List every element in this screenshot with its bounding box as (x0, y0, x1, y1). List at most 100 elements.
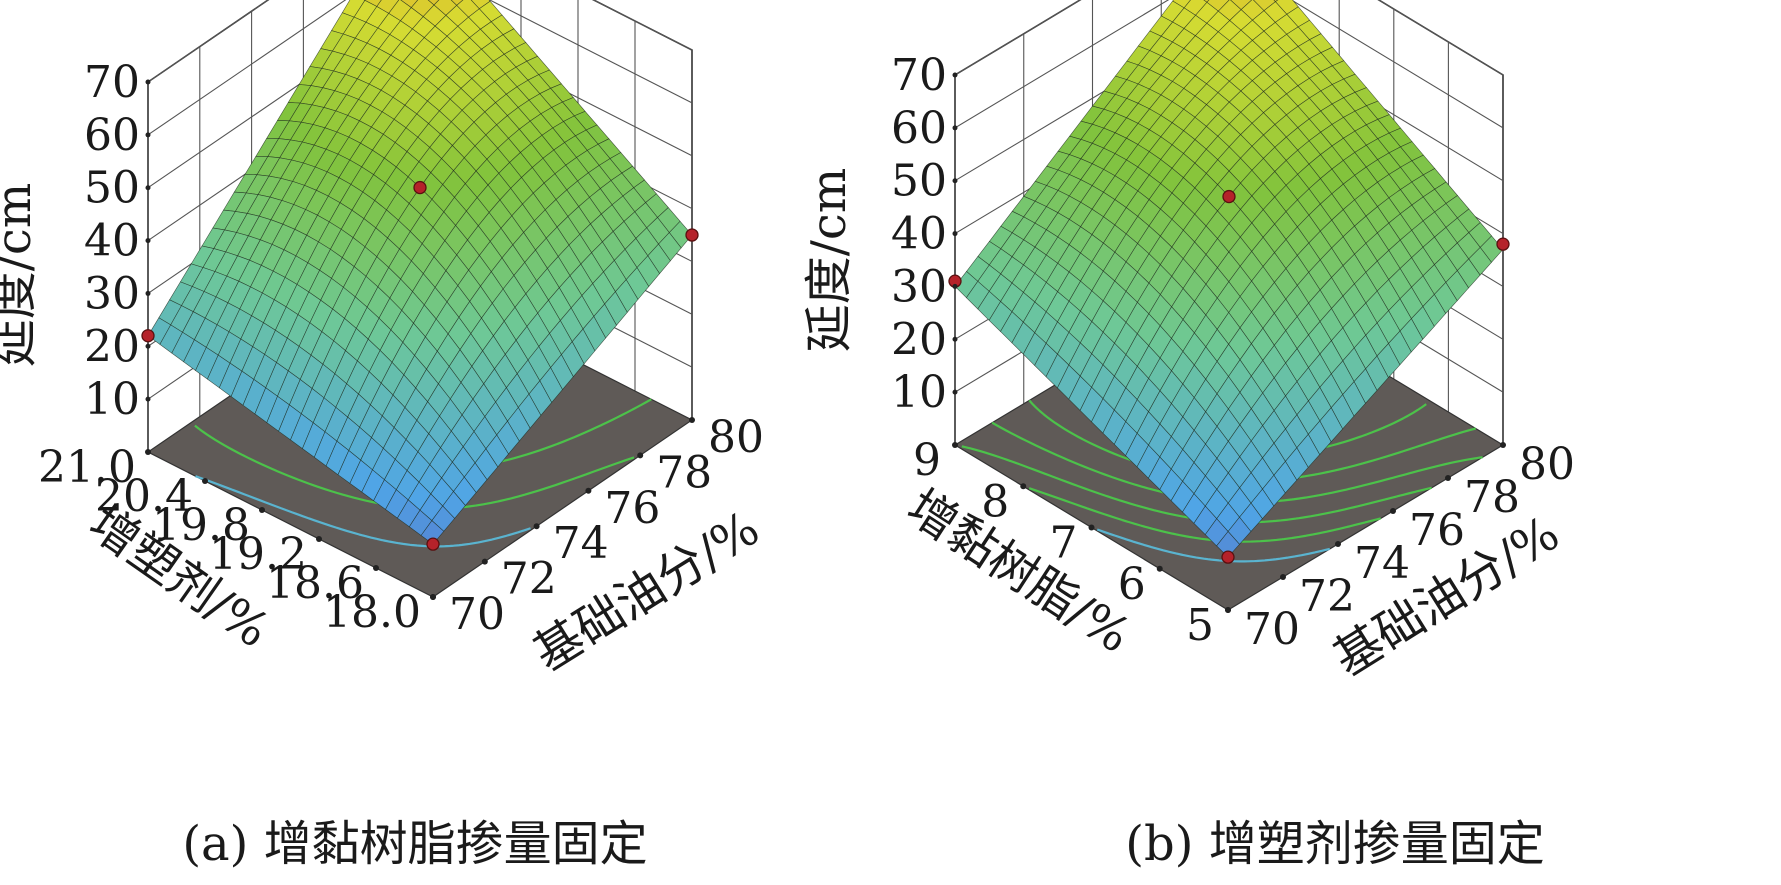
z-tick-label: 20 (891, 314, 947, 365)
x-tick-mark (316, 536, 322, 542)
x-tick-label: 18.6 (266, 558, 364, 609)
z-grid-line (147, 0, 693, 136)
x-tick-mark (145, 449, 151, 455)
z-axis-title: 延度/cm (0, 183, 42, 368)
z-grid-line (954, 0, 1504, 76)
x-tick-mark (1020, 483, 1027, 490)
z-tick-label: 40 (891, 209, 947, 260)
design-point (413, 180, 427, 195)
y-tick-mark (1335, 541, 1341, 547)
z-grid-line (954, 0, 1504, 129)
y-tick-label: 80 (1519, 439, 1575, 490)
z-tick-mark (145, 290, 151, 296)
z-tick-label: 70 (84, 57, 140, 108)
wall-frame (954, 0, 1504, 445)
surface-cell (420, 520, 445, 545)
x-tick-label: 8 (981, 476, 1009, 527)
x-tick-mark (202, 478, 208, 484)
x-tick-mark (1156, 565, 1163, 572)
y-tick-mark (481, 558, 488, 565)
z-tick-mark (145, 238, 151, 244)
y-tick-mark (585, 487, 592, 494)
design-point (1222, 189, 1236, 204)
z-tick-mark (952, 125, 958, 131)
surface-cell (450, 0, 464, 6)
z-tick-label: 70 (891, 50, 947, 101)
surface-cell (427, 0, 440, 6)
z-tick-mark (952, 389, 958, 395)
z-tick-label: 50 (891, 156, 947, 207)
y-tick-label: 74 (553, 518, 609, 569)
x-tick-label: 5 (1186, 600, 1214, 651)
response-surface (147, 0, 693, 545)
x-tick-mark (1088, 524, 1095, 531)
y-tick-mark (1225, 607, 1231, 613)
design-point (1496, 237, 1510, 251)
x-tick-label: 18.0 (323, 587, 421, 638)
y-tick-mark (637, 452, 644, 459)
y-tick-mark (1280, 574, 1286, 580)
wall-frame (147, 0, 693, 452)
design-point (1221, 550, 1235, 564)
x-tick-label: 20.4 (95, 471, 193, 522)
contour-line (195, 475, 531, 548)
design-point (426, 537, 440, 551)
y-tick-mark (1500, 442, 1506, 448)
caption-b: (b) 增塑剂掺量固定 (1125, 816, 1544, 872)
z-tick-label: 10 (891, 367, 947, 418)
y-tick-label: 70 (449, 589, 505, 640)
x-tick-label: 6 (1118, 559, 1146, 610)
x-tick-label: 19.8 (152, 500, 250, 551)
z-tick-label: 50 (84, 163, 140, 214)
surface-cell (1216, 531, 1240, 558)
z-grid-line (147, 0, 693, 83)
design-point (685, 228, 699, 242)
y-tick-label: 76 (604, 483, 660, 534)
x-tick-label: 19.2 (209, 529, 307, 580)
y-tick-label: 78 (1464, 472, 1520, 523)
z-tick-mark (952, 336, 958, 342)
y-tick-mark (533, 523, 540, 530)
z-tick-label: 30 (891, 261, 947, 312)
z-tick-label: 60 (891, 103, 947, 154)
y-tick-label: 70 (1244, 604, 1300, 655)
y-tick-label: 72 (501, 554, 557, 605)
z-tick-label: 10 (84, 374, 140, 425)
y-tick-label: 72 (1299, 571, 1355, 622)
z-tick-mark (145, 396, 151, 402)
z-tick-label: 40 (84, 216, 140, 267)
x-tick-mark (259, 507, 265, 513)
surface-cell (1203, 0, 1210, 3)
z-tick-mark (952, 178, 958, 184)
y-tick-label: 76 (1409, 505, 1465, 556)
z-tick-mark (952, 231, 958, 237)
response-surface (954, 0, 1504, 558)
y-tick-mark (1390, 508, 1396, 514)
y-tick-mark (689, 417, 695, 423)
z-tick-mark (952, 72, 958, 78)
z-tick-label: 20 (84, 321, 140, 372)
y-tick-label: 74 (1354, 538, 1410, 589)
y-tick-mark (430, 594, 436, 600)
z-tick-label: 30 (84, 268, 140, 319)
y-tick-mark (1445, 475, 1451, 481)
x-tick-label: 7 (1050, 518, 1078, 569)
z-tick-mark (145, 79, 151, 85)
x-tick-label: 9 (913, 435, 941, 486)
x-tick-mark (952, 442, 958, 448)
y-tick-label: 80 (708, 412, 764, 463)
z-tick-mark (952, 283, 958, 289)
x-tick-mark (373, 565, 379, 571)
design-point (141, 329, 155, 343)
z-tick-mark (145, 343, 151, 349)
z-tick-mark (145, 185, 151, 191)
z-tick-mark (145, 132, 151, 138)
z-tick-label: 60 (84, 110, 140, 161)
x-tick-label: 21.0 (38, 442, 136, 493)
y-tick-label: 78 (656, 447, 712, 498)
z-axis-title: 延度/cm (801, 168, 857, 353)
caption-a: (a) 增黏树脂掺量固定 (182, 816, 647, 872)
